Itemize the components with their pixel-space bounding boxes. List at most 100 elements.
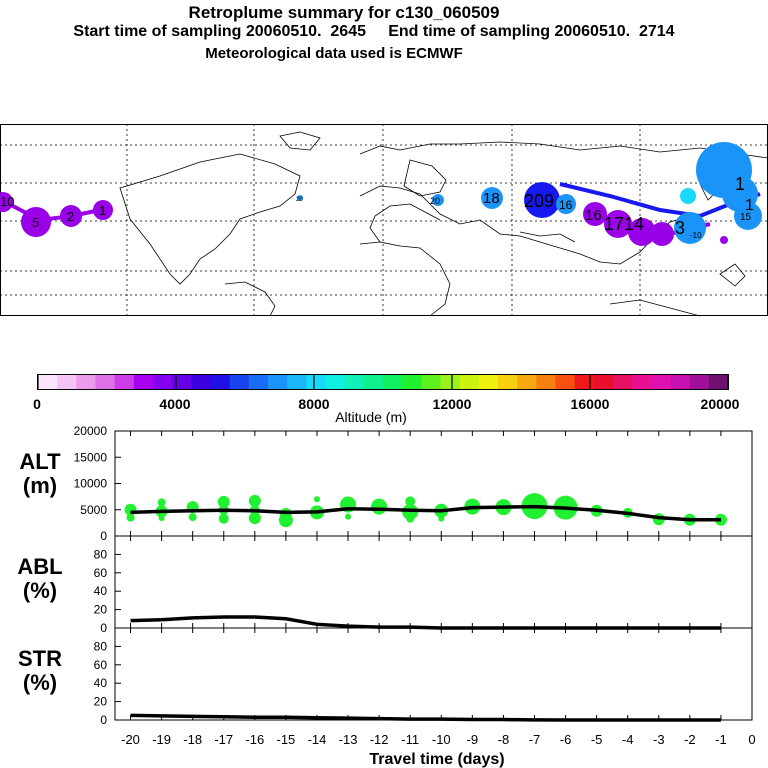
panel-label: (m) [23,473,57,498]
colorbar-tick-label: 20000 [701,396,740,412]
altitude-point [345,513,352,520]
colorbar-tick-label: 8000 [298,396,329,412]
colorbar-cell [133,375,154,389]
svg-text:1714: 1714 [604,214,644,234]
y-tick-label: 10000 [74,477,108,491]
met-data-note: Meteorological data used is ECMWF [205,45,463,62]
svg-text:2: 2 [67,209,74,224]
series-line [130,504,721,522]
svg-text:20: 20 [296,197,303,203]
colorbar-cell [478,375,499,389]
x-tick-label: -20 [121,732,140,747]
x-tick-label: -2 [684,732,696,747]
colorbar-cell [498,375,518,389]
colorbar-cell [632,375,652,389]
altitude-point [406,514,415,523]
svg-text:18: 18 [483,190,500,207]
colorbar-cell [38,375,58,389]
svg-text:10: 10 [0,194,14,209]
x-tick-label: 0 [748,732,755,747]
altitude-point [278,513,293,528]
colorbar-cell [363,375,384,389]
y-tick-label: 60 [94,566,108,580]
colorbar-cell [574,375,595,389]
altitude-point [158,515,165,522]
y-tick-label: 40 [94,584,108,598]
y-tick-label: 5000 [80,503,107,517]
y-tick-label: 20 [94,695,108,709]
x-tick-label: -13 [339,732,358,747]
map-frame [0,124,768,316]
colorbar-tick-label: 12000 [433,396,472,412]
y-tick-label: 20000 [74,426,108,438]
svg-text:1: 1 [735,174,745,194]
y-tick-label: 40 [94,676,108,690]
trajectory-labels: 10 5 2 1 20 20 18 209 16 16 1714 -10 1 3… [0,174,754,240]
colorbar-cell [153,375,173,389]
trajectory-map: 10 5 2 1 20 20 18 209 16 16 1714 -10 1 3… [0,124,768,317]
colorbar-tick-label: 4000 [159,396,190,412]
x-tick-label: -4 [622,732,634,747]
x-tick-label: -7 [529,732,541,747]
colorbar-cell [517,375,537,389]
svg-text:5: 5 [32,215,39,230]
panel-frame [114,627,753,721]
panel-str: 0 20 40 60 80 STR(%) [18,627,753,727]
colorbar-cell [191,375,211,389]
series-line [130,615,721,630]
colorbar-cell [440,375,461,389]
svg-text:1: 1 [745,197,754,214]
svg-text:20: 20 [430,196,440,206]
colorbar-cell [172,375,192,389]
coastlines [119,131,768,317]
y-tick-label: 20 [94,603,108,617]
x-axis-label: Travel time (days) [369,751,504,768]
colorbar-cell [421,375,441,389]
colorbar-cell [402,375,422,389]
colorbar-cell [459,375,480,389]
colorbar-cell [57,375,77,389]
svg-text:15: 15 [740,212,752,223]
colorbar-cell [287,375,307,389]
x-tick-label: -12 [370,732,389,747]
series-line [130,713,721,722]
panel-label: STR [18,646,62,671]
x-tick-label: -8 [498,732,510,747]
sampling-times: Start time of sampling 20060510. 2645 En… [73,23,675,40]
x-tick-label: -16 [245,732,264,747]
altitude-point [313,496,320,503]
svg-text:16: 16 [585,207,602,224]
y-tick-label: 60 [94,658,108,672]
y-tick-label: 80 [94,639,108,653]
colorbar-cell [689,375,710,389]
y-tick-label: 0 [100,621,107,635]
colorbar-tick-label: 0 [33,396,41,412]
colorbar-cell [325,375,346,389]
colorbar-cell [306,375,326,389]
panel-label: (%) [23,578,57,603]
colorbar-cell [344,375,365,389]
panel-label: ABL [17,554,62,579]
colorbar-cell [114,375,135,389]
y-tick-label: 15000 [74,450,108,464]
time-series-panels: 0 5000 10000 15000 20000 ALT(m) 0 20 40 60 80 ABL(%… [17,426,755,768]
svg-text:209: 209 [524,191,554,211]
colorbar-cell [670,375,691,389]
x-tick-label: -19 [152,732,171,747]
altitude-point [126,513,135,522]
colorbar-cell [268,375,288,389]
altitude-point [157,498,166,507]
svg-text:1: 1 [99,203,106,218]
svg-text:3: 3 [675,218,685,238]
svg-text:16: 16 [559,198,573,212]
panel-alt: 0 5000 10000 15000 20000 ALT(m) [19,426,753,543]
chart-title: Retroplume summary for c130_060509 [188,3,500,22]
panel-label: ALT [19,449,61,474]
colorbar-cell [651,375,671,389]
trajectory-markers [0,142,762,246]
panel-frame [114,535,753,629]
colorbar-cell [248,375,269,389]
svg-text:-10: -10 [690,231,702,240]
altitude-colorbar: 0 4000 8000 12000 16000 20000 Altitude (… [33,374,740,425]
colorbar-cell [555,375,576,389]
